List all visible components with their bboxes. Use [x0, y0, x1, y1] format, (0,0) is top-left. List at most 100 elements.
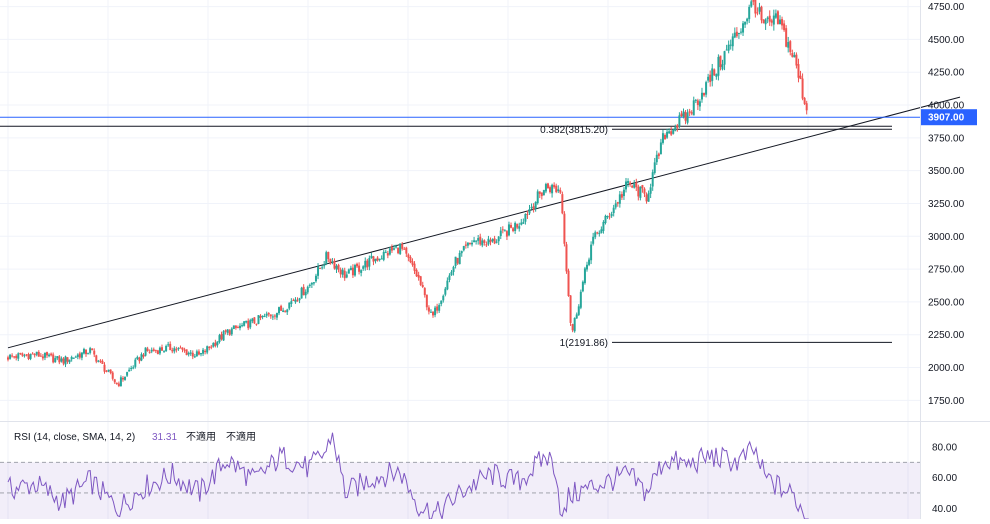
candle-up [639, 186, 642, 201]
candle-body [514, 222, 517, 231]
candle-up [388, 246, 391, 256]
candle-body [339, 269, 342, 275]
candle-down [571, 323, 574, 333]
candle-down [50, 352, 53, 357]
candle-up [87, 352, 90, 355]
candle-body [321, 267, 324, 269]
candle-body [553, 184, 556, 188]
candle-up [290, 298, 293, 308]
candle-up [585, 261, 588, 272]
candle-down [351, 264, 354, 278]
candle-up [368, 255, 371, 271]
candle-body [308, 284, 311, 287]
candle-up [514, 221, 517, 234]
candle-body [218, 335, 221, 343]
candle-body [222, 331, 225, 341]
candle-up [653, 157, 656, 175]
candle-up [466, 242, 469, 249]
candle-down [540, 192, 543, 200]
candle-body [797, 64, 800, 78]
candle-up [581, 280, 584, 293]
candle-down [339, 267, 342, 278]
candle-up [460, 250, 463, 257]
candle-down [635, 178, 638, 192]
candle-body [216, 341, 219, 346]
candle-body [680, 113, 683, 117]
candle-up [35, 351, 38, 357]
candle-body [364, 260, 367, 268]
candle-down [105, 370, 108, 373]
candle-body [413, 263, 416, 271]
candle-down [413, 261, 416, 275]
candle-up [23, 353, 26, 358]
candle-up [575, 312, 578, 319]
candle-up [481, 238, 484, 248]
candle-body [407, 254, 410, 258]
price-tick-label: 4250.00 [928, 68, 965, 79]
candle-up [54, 355, 57, 363]
candle-up [524, 213, 527, 225]
candle-up [649, 183, 652, 199]
candle-up [74, 355, 77, 358]
candle-up [772, 9, 775, 31]
candle-down [376, 256, 379, 262]
candle-body [583, 268, 586, 284]
candle-up [80, 352, 83, 361]
candle-up [395, 244, 398, 249]
candle-body [82, 348, 85, 354]
candle-body [179, 347, 182, 349]
candle-down [183, 347, 186, 353]
candle-body [17, 353, 20, 359]
candle-up [744, 21, 747, 28]
candle-body [505, 231, 508, 237]
candle-body [579, 291, 582, 308]
candle-up [446, 277, 449, 291]
candle-body [130, 367, 133, 370]
candle-body [475, 240, 478, 242]
candle-down [204, 349, 207, 355]
candle-body [85, 349, 88, 355]
candle-down [117, 381, 120, 388]
candle-up [647, 190, 650, 202]
candle-up [434, 305, 437, 318]
candle-body [136, 357, 139, 360]
candle-down [156, 349, 159, 355]
candle-body [573, 318, 576, 332]
candle-body [325, 252, 328, 264]
candle-body [460, 251, 463, 254]
candle-up [245, 320, 248, 324]
candle-body [27, 354, 30, 359]
candle-down [109, 369, 112, 375]
candle-body [343, 270, 346, 279]
candle-body [54, 358, 57, 363]
candle-up [317, 263, 320, 280]
price-tick-label: 2500.00 [928, 297, 965, 308]
candle-down [171, 347, 174, 354]
candle-body [156, 350, 159, 355]
candle-body [128, 369, 131, 372]
candle-body [39, 355, 42, 357]
candle-body [263, 316, 266, 318]
candle-up [729, 39, 732, 50]
candle-body [158, 347, 161, 354]
candle-body [68, 359, 71, 363]
candle-down [608, 212, 611, 220]
candle-up [739, 28, 742, 35]
candle-down [546, 182, 549, 189]
candle-body [310, 282, 313, 285]
candle-body [292, 299, 295, 301]
candle-up [294, 297, 297, 304]
candle-up [522, 218, 525, 224]
candle-down [616, 201, 619, 207]
candle-down [713, 68, 716, 76]
candle-body [528, 209, 531, 214]
candle-down [113, 378, 116, 384]
candle-body [353, 265, 356, 276]
candle-up [758, 2, 761, 15]
candle-down [259, 314, 262, 321]
candle-up [107, 369, 110, 373]
candle-down [479, 233, 482, 246]
candle-body [148, 351, 151, 353]
candle-body [477, 238, 480, 241]
